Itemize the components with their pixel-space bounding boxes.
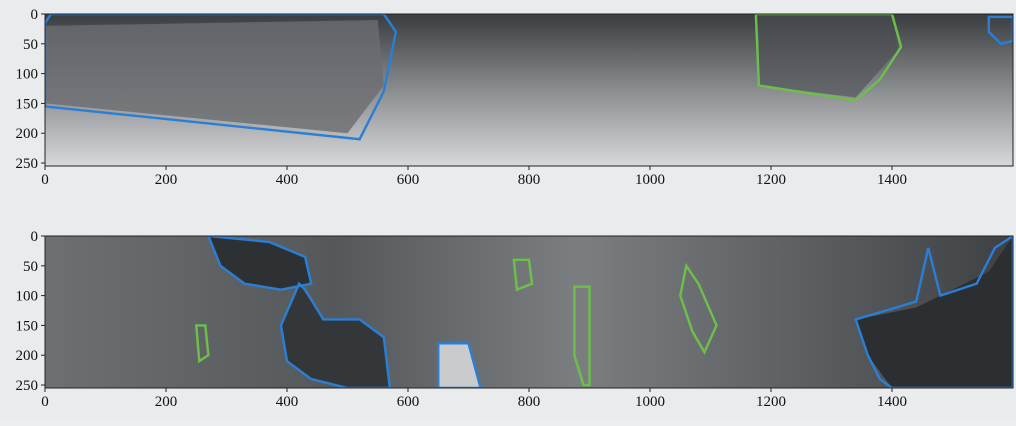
y-tick-label: 0	[31, 229, 39, 245]
x-tick-label: 200	[155, 172, 178, 188]
y-tick-label: 50	[23, 259, 38, 275]
x-tick-label: 400	[276, 172, 299, 188]
y-tick-label: 250	[16, 378, 39, 394]
x-tick-label: 1400	[877, 394, 907, 410]
x-tick-label: 0	[41, 394, 49, 410]
figure: 0200400600800100012001400050100150200250…	[0, 0, 1016, 421]
x-tick-label: 400	[276, 394, 299, 410]
x-tick-label: 1200	[756, 394, 786, 410]
y-tick-label: 150	[16, 318, 39, 334]
y-tick-label: 200	[16, 126, 39, 142]
x-tick-label: 1000	[635, 172, 665, 188]
y-tick-label: 100	[16, 67, 39, 83]
image-2	[45, 236, 1013, 388]
x-tick-label: 1400	[877, 172, 907, 188]
y-tick-label: 0	[31, 7, 39, 23]
x-tick-label: 600	[397, 172, 420, 188]
y-tick-label: 150	[16, 96, 39, 112]
image-1	[45, 14, 1013, 166]
x-tick-label: 200	[155, 394, 178, 410]
y-tick-label: 50	[23, 37, 38, 53]
x-tick-label: 800	[518, 394, 541, 410]
x-tick-label: 1000	[635, 394, 665, 410]
x-tick-label: 0	[41, 172, 49, 188]
x-tick-label: 800	[518, 172, 541, 188]
y-tick-label: 250	[16, 156, 39, 172]
y-tick-label: 100	[16, 289, 39, 305]
y-tick-label: 200	[16, 348, 39, 364]
x-tick-label: 600	[397, 394, 420, 410]
x-tick-label: 1200	[756, 172, 786, 188]
